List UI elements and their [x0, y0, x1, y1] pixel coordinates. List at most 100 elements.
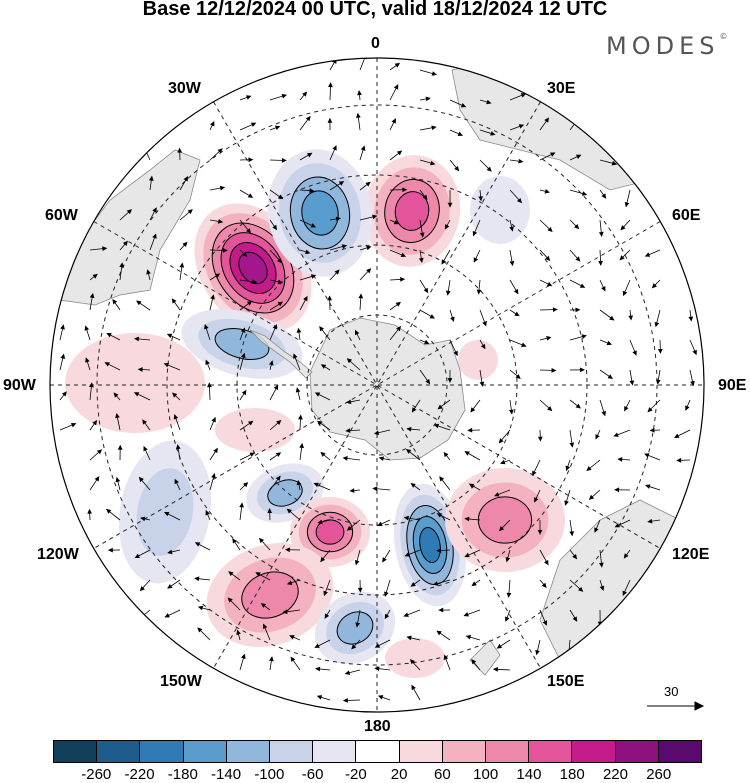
wind-vector-head: [246, 228, 251, 234]
wind-vector-head: [403, 612, 409, 617]
wind-vector-head: [307, 152, 313, 158]
wind-vector-head: [464, 552, 470, 558]
wind-vector-head: [468, 483, 475, 489]
wind-vector-head: [572, 554, 578, 560]
wind-vector-head: [606, 340, 613, 346]
wind-vector-head: [628, 315, 634, 321]
wind-vector-head: [210, 294, 215, 300]
wind-vector-head: [645, 484, 651, 489]
colorbar-tick-label: -100: [254, 766, 285, 783]
wind-vector-head: [454, 166, 460, 172]
wind-vector-head: [309, 188, 315, 193]
wind-vector-head: [255, 572, 261, 577]
wind-vector-head: [654, 321, 660, 328]
wind-vector-head: [164, 613, 170, 618]
wind-vector-head: [113, 392, 119, 398]
wind-vector-head: [521, 342, 527, 347]
wind-vector-head: [290, 656, 296, 662]
wind-vector-head: [586, 466, 592, 472]
colorbar-swatch: [313, 741, 357, 762]
wind-vector-head: [295, 387, 301, 393]
wind-vector-head: [518, 158, 524, 164]
wind-vector-head: [327, 117, 333, 123]
wind-vector-head: [211, 416, 216, 423]
positive-anomaly: [458, 340, 498, 380]
wind-vector: [359, 58, 367, 71]
wind-vector-head: [601, 286, 606, 292]
wind-vector-head: [418, 257, 424, 263]
wind-vector-head: [139, 586, 145, 592]
wind-vector-head: [534, 497, 539, 503]
wind-vector-head: [355, 329, 360, 336]
wind-vector-head: [143, 445, 148, 452]
wind-vector-head: [404, 552, 411, 557]
antarctic-peninsula: [249, 329, 313, 379]
wind-vector-head: [320, 451, 326, 457]
wind-vector-head: [344, 670, 351, 675]
wind-vector-head: [239, 502, 244, 508]
wind-vector-head: [544, 189, 550, 194]
wind-vector-head: [422, 194, 428, 201]
wind-vector-head: [431, 71, 438, 76]
wind-vector-head: [314, 643, 320, 648]
wind-vector-head: [403, 515, 409, 521]
wind-vector-head: [400, 252, 407, 258]
wind-vector-head: [357, 90, 362, 96]
wind-vector-head: [402, 187, 408, 193]
wind-vector-head: [194, 576, 200, 582]
lon-label-120e: 120E: [672, 546, 710, 563]
wind-vector-head: [470, 407, 476, 413]
wind-vector-head: [378, 456, 385, 461]
wind-vector-head: [267, 508, 273, 514]
wind-vector-head: [60, 324, 65, 330]
wind-vector-head: [647, 407, 653, 413]
wind-vector-head: [545, 255, 551, 262]
wind-vector-head: [509, 226, 514, 232]
colorbar-tick-label: -20: [345, 766, 367, 783]
wind-vector-head: [152, 207, 157, 213]
wind-vector-head: [167, 549, 173, 555]
colorbar-swatch: [658, 741, 702, 762]
wind-vector-head: [296, 327, 302, 333]
wind-vector-head: [232, 538, 237, 544]
wind-vector-head: [282, 609, 288, 615]
wind-vector-head: [167, 583, 173, 589]
wind-vector-head: [284, 547, 290, 553]
wind-vector-head: [382, 557, 387, 563]
wind-vector-head: [222, 247, 228, 253]
wind-vector-head: [598, 231, 604, 237]
wind-vector-head: [505, 556, 511, 563]
wind-vector-head: [655, 379, 661, 385]
wind-vector-head: [317, 519, 323, 525]
antarctica: [309, 317, 466, 461]
wind-vector-head: [302, 91, 308, 97]
wind-vector-head: [179, 262, 185, 268]
wind-vector-head: [358, 293, 364, 299]
wind-vector-head: [205, 359, 210, 366]
wind-vector-head: [342, 456, 348, 461]
wind-vector-head: [620, 225, 626, 231]
positive-anomaly: [290, 497, 370, 567]
wind-vector-head: [472, 230, 478, 237]
wind-vector-head: [277, 279, 283, 285]
wind-vector-head: [320, 364, 327, 369]
wind-vector-head: [299, 442, 304, 449]
wind-vector-head: [338, 181, 345, 186]
wind-vector-head: [305, 115, 311, 122]
wind-vector-head: [314, 392, 321, 397]
wind-vector-head: [166, 333, 173, 339]
wind-vector-head: [588, 494, 595, 500]
wind-vector-head: [410, 482, 416, 488]
wind-vector-head: [88, 382, 94, 388]
wind-vector-head: [594, 527, 599, 533]
wind-vector-head: [107, 547, 113, 553]
wind-vector-head: [546, 281, 553, 287]
wind-vector-head: [437, 404, 443, 410]
wind-vector-head: [396, 150, 403, 156]
colorbar-swatch: [270, 741, 314, 762]
wind-vector-head: [357, 587, 363, 593]
wind-vector-head: [498, 438, 504, 444]
wind-vector-head: [575, 403, 581, 409]
wind-vector-head: [61, 391, 67, 397]
